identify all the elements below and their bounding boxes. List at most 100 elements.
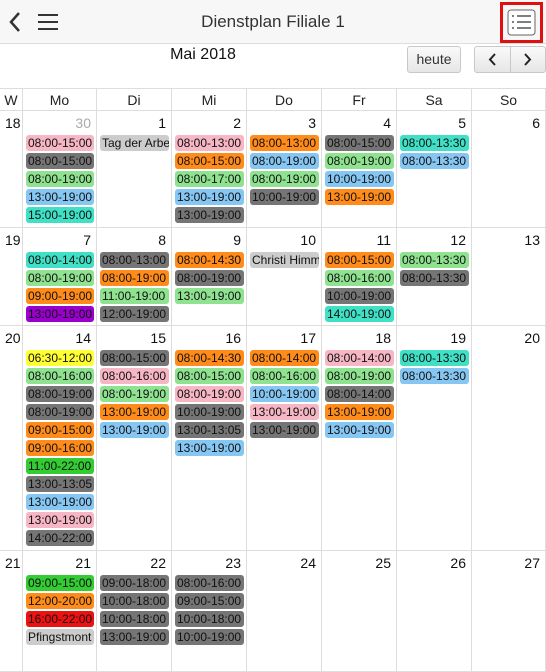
shift-event[interactable]: 08:00-15:00 (325, 135, 394, 151)
shift-event[interactable]: 08:00-15:00 (325, 252, 394, 268)
shift-event[interactable]: 08:00-16:00 (250, 368, 319, 384)
shift-event[interactable]: 10:00-18:00 (100, 593, 169, 609)
shift-event[interactable]: Pfingstmont (26, 629, 94, 645)
shift-event[interactable]: 13:00-19:00 (175, 207, 244, 223)
shift-event[interactable]: 10:00-19:00 (250, 386, 319, 402)
shift-event[interactable]: 08:00-19:00 (175, 386, 244, 402)
shift-event[interactable]: 13:00-13:05 (175, 422, 244, 438)
shift-event[interactable]: 16:00-22:00 (26, 611, 94, 627)
shift-event[interactable]: 10:00-19:00 (175, 629, 244, 645)
shift-event[interactable]: 08:00-15:00 (26, 153, 94, 169)
shift-event[interactable]: 08:00-16:00 (325, 270, 394, 286)
list-view-button[interactable] (500, 2, 543, 43)
day-number: 30 (75, 115, 91, 131)
shift-event[interactable]: 08:00-16:00 (175, 575, 244, 591)
day-number: 21 (75, 555, 91, 571)
shift-event[interactable]: 06:30-12:00 (26, 350, 94, 366)
shift-event[interactable]: 13:00-19:00 (26, 189, 94, 205)
shift-event[interactable]: 08:00-13:30 (400, 270, 469, 286)
shift-event[interactable]: 13:00-19:00 (250, 422, 319, 438)
shift-event[interactable]: 11:00-22:00 (26, 458, 94, 474)
week-number: 18 (5, 115, 21, 131)
day-cell (322, 326, 397, 551)
shift-event[interactable]: 09:00-18:00 (100, 575, 169, 591)
today-button[interactable]: heute (407, 46, 461, 73)
back-button[interactable] (6, 10, 24, 34)
shift-event[interactable]: 08:00-19:00 (250, 171, 319, 187)
shift-event[interactable]: 13:00-19:00 (26, 512, 94, 528)
prev-button[interactable] (475, 47, 511, 72)
shift-event[interactable]: Christi Himm (250, 252, 319, 268)
shift-event[interactable]: 13:00-13:05 (26, 476, 94, 492)
shift-event[interactable]: 09:00-19:00 (26, 288, 94, 304)
shift-event[interactable]: 13:00-19:00 (175, 440, 244, 456)
shift-event[interactable]: 08:00-13:00 (100, 252, 169, 268)
day-cell (97, 326, 172, 551)
shift-event[interactable]: 08:00-15:00 (175, 368, 244, 384)
shift-event[interactable]: 08:00-14:00 (26, 252, 94, 268)
shift-event[interactable]: 08:00-13:30 (400, 350, 469, 366)
shift-event[interactable]: 08:00-15:00 (100, 350, 169, 366)
shift-event[interactable]: 13:00-19:00 (26, 306, 94, 322)
shift-event[interactable]: 10:00-19:00 (325, 288, 394, 304)
shift-event[interactable]: Tag der Arbe (100, 135, 169, 151)
shift-event[interactable]: 10:00-18:00 (100, 611, 169, 627)
shift-event[interactable]: 08:00-15:00 (26, 135, 94, 151)
shift-event[interactable]: 08:00-19:00 (26, 386, 94, 402)
shift-event[interactable]: 08:00-13:00 (175, 135, 244, 151)
shift-event[interactable]: 13:00-19:00 (100, 422, 169, 438)
week-cell (0, 326, 23, 551)
shift-event[interactable]: 08:00-16:00 (26, 368, 94, 384)
day-cell (322, 111, 397, 228)
shift-event[interactable]: 08:00-17:00 (175, 171, 244, 187)
shift-event[interactable]: 13:00-19:00 (325, 404, 394, 420)
shift-event[interactable]: 08:00-14:30 (175, 350, 244, 366)
shift-event[interactable]: 12:00-19:00 (100, 306, 169, 322)
shift-event[interactable]: 09:00-15:00 (175, 593, 244, 609)
shift-event[interactable]: 12:00-20:00 (26, 593, 94, 609)
shift-event[interactable]: 08:00-19:00 (100, 386, 169, 402)
shift-event[interactable]: 10:00-19:00 (325, 171, 394, 187)
shift-event[interactable]: 08:00-14:00 (250, 350, 319, 366)
shift-event[interactable]: 08:00-19:00 (250, 153, 319, 169)
shift-event[interactable]: 08:00-13:30 (400, 153, 469, 169)
shift-event[interactable]: 08:00-16:00 (100, 368, 169, 384)
shift-event[interactable]: 13:00-19:00 (325, 422, 394, 438)
shift-event[interactable]: 08:00-13:00 (250, 135, 319, 151)
menu-button[interactable] (37, 13, 59, 31)
shift-event[interactable]: 10:00-19:00 (250, 189, 319, 205)
shift-event[interactable]: 13:00-19:00 (100, 404, 169, 420)
shift-event[interactable]: 13:00-19:00 (250, 404, 319, 420)
day-cell (247, 326, 322, 551)
shift-event[interactable]: 08:00-14:30 (175, 252, 244, 268)
shift-event[interactable]: 08:00-14:00 (325, 350, 394, 366)
shift-event[interactable]: 08:00-13:30 (400, 368, 469, 384)
day-number: 9 (233, 232, 241, 248)
shift-event[interactable]: 08:00-14:00 (325, 386, 394, 402)
shift-event[interactable]: 13:00-19:00 (325, 189, 394, 205)
shift-event[interactable]: 10:00-18:00 (175, 611, 244, 627)
shift-event[interactable]: 08:00-13:30 (400, 135, 469, 151)
shift-event[interactable]: 09:00-15:00 (26, 575, 94, 591)
shift-event[interactable]: 14:00-22:00 (26, 530, 94, 546)
next-button[interactable] (511, 47, 545, 72)
shift-event[interactable]: 15:00-19:00 (26, 207, 94, 223)
shift-event[interactable]: 08:00-15:00 (175, 153, 244, 169)
shift-event[interactable]: 08:00-19:00 (175, 270, 244, 286)
shift-event[interactable]: 08:00-19:00 (26, 270, 94, 286)
shift-event[interactable]: 13:00-19:00 (100, 629, 169, 645)
shift-event[interactable]: 08:00-13:30 (400, 252, 469, 268)
shift-event[interactable]: 13:00-19:00 (26, 494, 94, 510)
shift-event[interactable]: 09:00-16:00 (26, 440, 94, 456)
shift-event[interactable]: 13:00-19:00 (175, 288, 244, 304)
shift-event[interactable]: 08:00-19:00 (325, 153, 394, 169)
shift-event[interactable]: 08:00-19:00 (26, 404, 94, 420)
shift-event[interactable]: 08:00-19:00 (26, 171, 94, 187)
shift-event[interactable]: 08:00-19:00 (325, 368, 394, 384)
shift-event[interactable]: 14:00-19:00 (325, 306, 394, 322)
shift-event[interactable]: 08:00-19:00 (100, 270, 169, 286)
shift-event[interactable]: 13:00-19:00 (175, 189, 244, 205)
shift-event[interactable]: 09:00-15:00 (26, 422, 94, 438)
shift-event[interactable]: 10:00-19:00 (175, 404, 244, 420)
shift-event[interactable]: 11:00-19:00 (100, 288, 169, 304)
